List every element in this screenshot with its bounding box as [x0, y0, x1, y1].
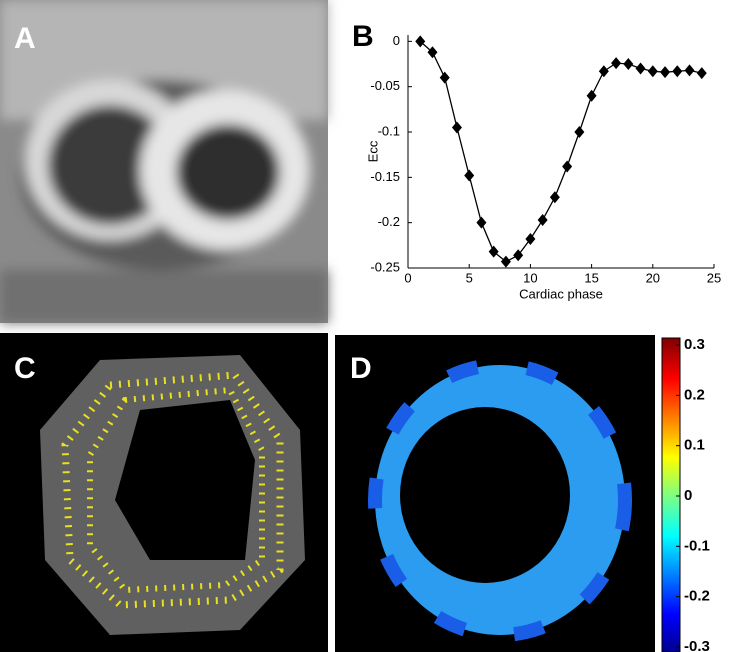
- colorbar-tick-label: -0.1: [684, 537, 710, 554]
- y-tick-label: -0.05: [370, 78, 400, 93]
- colorbar-tick-label: 0: [684, 487, 692, 504]
- x-tick-label: 5: [466, 270, 473, 285]
- panel-label: B: [352, 20, 374, 53]
- y-axis-label: Ecc: [365, 140, 380, 162]
- panel-label: A: [14, 22, 36, 55]
- colorbar-tick-label: -0.2: [684, 588, 710, 605]
- colorbar-tick-label: 0.1: [684, 437, 705, 454]
- colorbar-tick-label: 0.2: [684, 386, 705, 403]
- image-c: [0, 333, 328, 652]
- y-tick-label: -0.1: [378, 123, 400, 138]
- figure: A B C D 0 5 10 15 20 25 0 -0.05 -0.1 -0.15 -0.2 -0.…: [0, 0, 748, 652]
- panel-label: D: [350, 352, 372, 385]
- image-d: [335, 335, 655, 652]
- colorbar-tick-label: -0.3: [684, 638, 710, 652]
- x-tick-label: 10: [523, 270, 537, 285]
- y-tick-label: -0.25: [370, 259, 400, 274]
- y-tick-label: 0: [393, 33, 400, 48]
- x-tick-label: 20: [646, 270, 660, 285]
- image-a: [0, 0, 328, 323]
- colorbar: [662, 338, 680, 652]
- page: {"panels": ["A", "B", "C", "D"], "chart_…: [0, 0, 748, 652]
- x-tick-label: 0: [404, 270, 411, 285]
- x-axis-label: Cardiac phase: [519, 286, 603, 301]
- panel-label: C: [14, 352, 36, 385]
- x-tick-label: 15: [584, 270, 598, 285]
- y-tick-label: -0.2: [378, 214, 400, 229]
- x-tick-label: 25: [707, 270, 721, 285]
- y-tick-label: -0.15: [370, 169, 400, 184]
- colorbar-tick-label: 0.3: [684, 336, 705, 353]
